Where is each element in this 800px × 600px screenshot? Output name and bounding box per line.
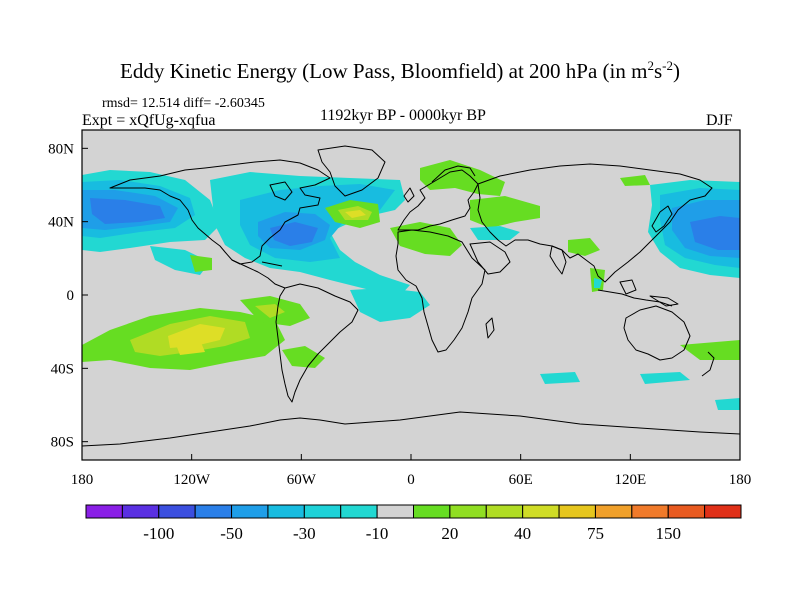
colorbar-swatch — [376, 504, 415, 519]
y-tick-label: 0 — [67, 288, 75, 304]
colorbar-swatch — [594, 504, 633, 519]
colorbar-swatch — [485, 504, 524, 519]
coast-antarctica — [82, 411, 740, 447]
coast-arabia — [469, 241, 511, 275]
colorbar-label: -50 — [220, 524, 243, 543]
coast-north-america — [109, 159, 331, 265]
colorbar-label: -100 — [143, 524, 174, 543]
contour-green-europe — [420, 160, 505, 196]
contour-cyan-indian — [540, 372, 580, 384]
colorbar-label: 40 — [514, 524, 531, 543]
colorbar-label: 75 — [587, 524, 604, 543]
x-tick-label: 120E — [614, 472, 646, 488]
y-tick-label: 40S — [51, 361, 74, 377]
contour-yellow-midatl — [345, 210, 366, 218]
contour-cyan-caspian — [470, 226, 520, 240]
colorbar-swatch — [340, 504, 378, 519]
colorbar-swatch — [631, 504, 669, 519]
coastlines — [82, 145, 740, 447]
colorbar-swatch — [704, 504, 742, 519]
colorbar-swatch — [231, 504, 269, 519]
coast-africa — [395, 229, 486, 353]
y-tick-label: 40N — [48, 215, 74, 231]
colorbar-label: -30 — [293, 524, 316, 543]
colorbar-label: 150 — [655, 524, 681, 543]
coast-caribbean — [261, 261, 283, 267]
x-tick-label: 120W — [173, 472, 211, 488]
chart-title: Eddy Kinetic Energy (Low Pass, Bloomfiel… — [120, 58, 680, 83]
contour-yellow-spac2 — [175, 340, 205, 355]
contour-green-sam — [282, 346, 325, 368]
axes: 180 120W 60W 0 60E 120E 180 80N 40N 0 40S 80S — [48, 141, 751, 488]
coast-asia — [477, 163, 713, 283]
coast-new-guinea — [649, 295, 679, 307]
colorbar-label: 20 — [441, 524, 458, 543]
x-tick-label: 180 — [729, 472, 752, 488]
coast-scandinavia — [431, 165, 476, 183]
contour-cyan-southern — [715, 398, 740, 410]
colorbar-label: -10 — [366, 524, 389, 543]
colorbar-swatch — [267, 504, 305, 519]
coast-borneo — [619, 279, 637, 295]
contour-cyan-seasia — [594, 278, 602, 288]
colorbar-swatch — [413, 504, 451, 519]
contour-cyan-indian2 — [640, 372, 690, 384]
stats-text: rmsd= 12.514 diff= -2.60345 — [102, 96, 265, 111]
colorbar-swatch — [85, 504, 123, 519]
x-tick-label: 60E — [509, 472, 533, 488]
contour-blue-npac — [90, 198, 165, 224]
coast-europe — [397, 169, 479, 231]
season-label: DJF — [706, 112, 733, 129]
coast-japan — [651, 205, 673, 233]
coast-australia — [623, 305, 691, 361]
colorbar-swatch — [303, 504, 342, 519]
contour-blue-wpac — [690, 216, 740, 250]
experiment-label: Expt = xQfUg-xqfua — [82, 112, 216, 129]
coast-greenland — [317, 145, 386, 197]
coast-new-zealand — [701, 351, 715, 377]
coast-south-america — [275, 283, 359, 403]
x-tick-label: 60W — [287, 472, 317, 488]
contour-green-npac-south — [190, 255, 212, 272]
colorbar-swatch — [558, 504, 596, 519]
contour-green-tasman — [680, 340, 740, 360]
period-label: 1192kyr BP - 0000kyr BP — [320, 107, 486, 124]
coast-madagascar — [485, 317, 495, 339]
contour-green-russia — [470, 196, 540, 228]
contour-blue-natl — [270, 222, 318, 246]
colorbar-swatch — [158, 504, 196, 519]
colorbar-swatch — [449, 504, 487, 519]
x-tick-label: 180 — [71, 472, 94, 488]
coast-central-america — [231, 259, 286, 289]
y-tick-label: 80N — [48, 141, 74, 157]
coast-hudson-bay — [269, 181, 293, 201]
colorbar-swatch — [194, 504, 233, 519]
contour-fields — [82, 160, 740, 410]
contour-green-india — [568, 238, 600, 256]
coast-british-isles — [403, 187, 415, 203]
colorbar: -100 -50 -30 -10 20 40 75 150 — [85, 504, 742, 543]
colorbar-swatch — [121, 504, 160, 519]
colorbar-swatch — [667, 504, 706, 519]
coast-india — [549, 245, 567, 275]
colorbar-swatch — [522, 504, 560, 519]
y-tick-label: 80S — [51, 435, 74, 451]
contour-cyan-eqatl — [350, 288, 430, 322]
contour-green-siberia — [620, 175, 650, 186]
x-tick-label: 0 — [407, 472, 415, 488]
